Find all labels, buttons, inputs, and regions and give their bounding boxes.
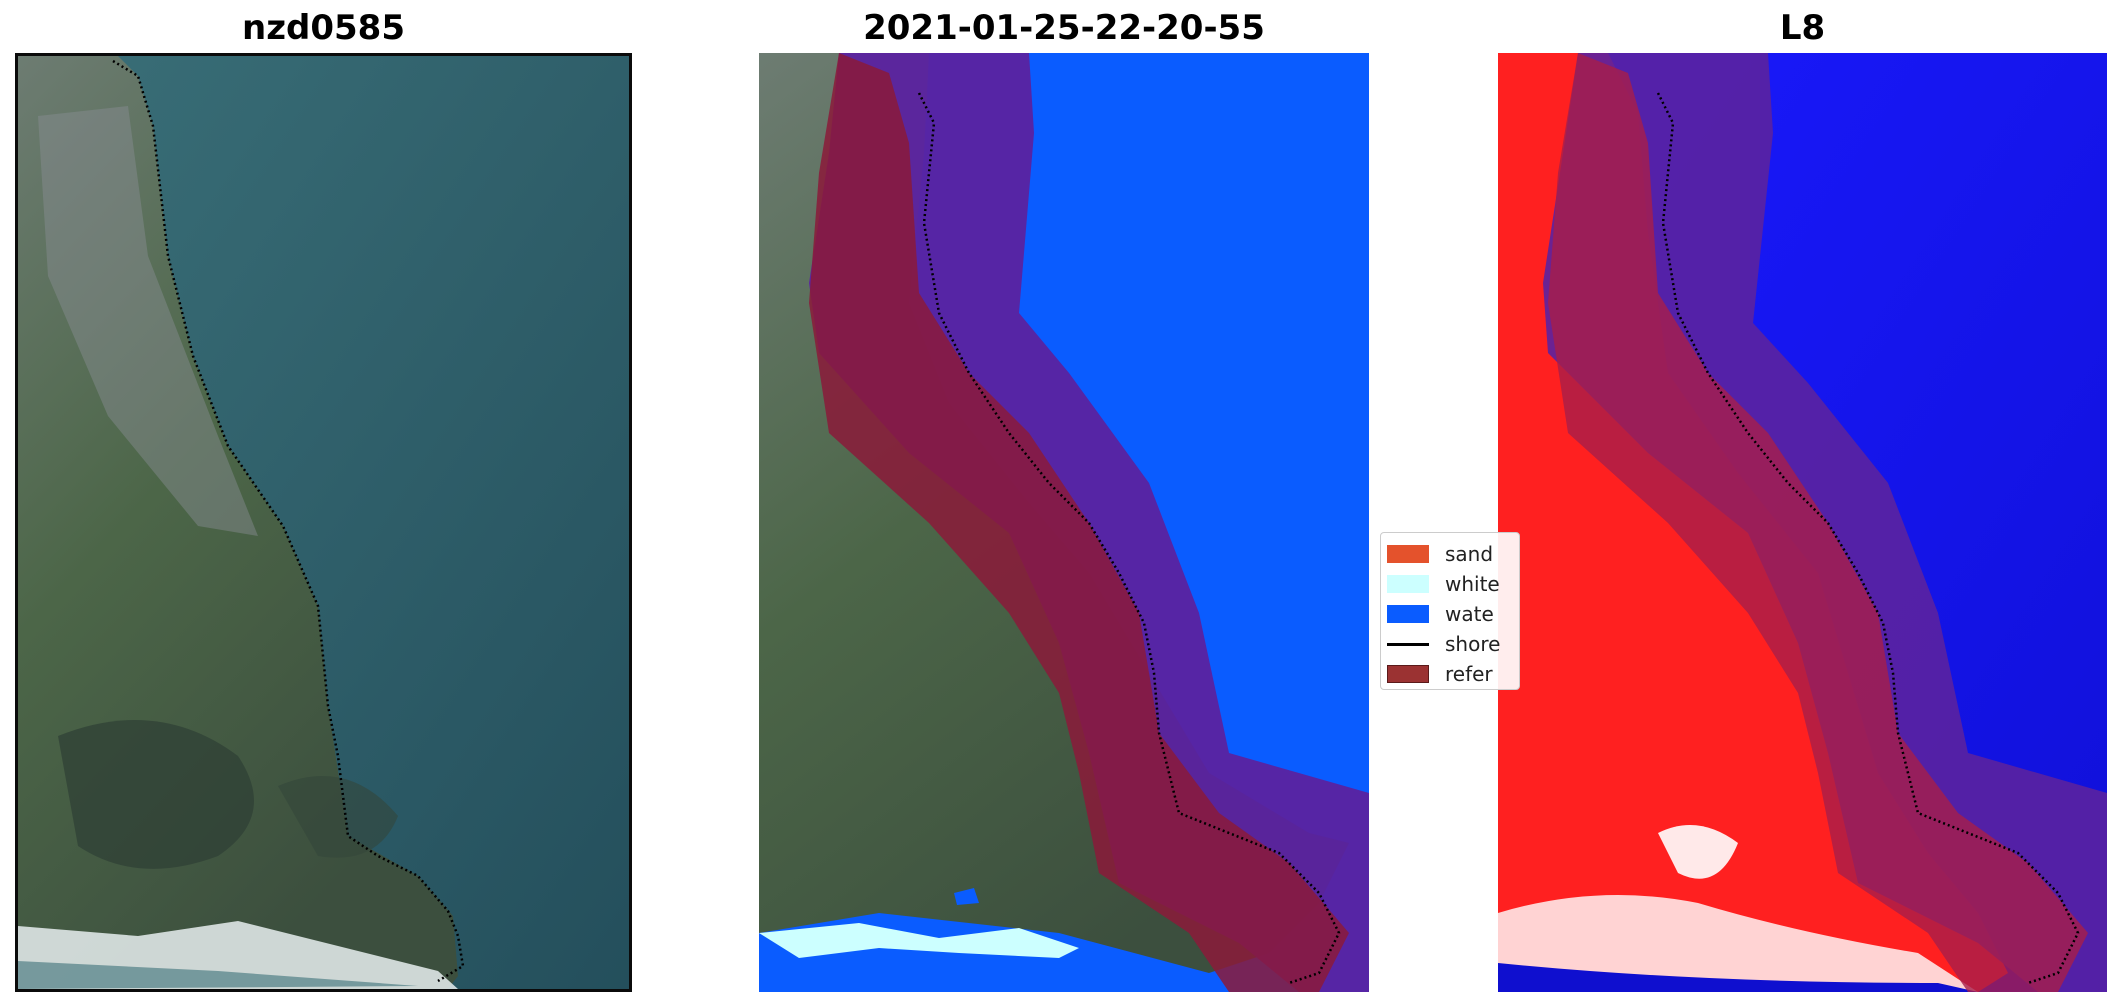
legend-label-whitewater: white: [1445, 572, 1500, 596]
shoreline-line-swatch: [1387, 642, 1429, 646]
sand-swatch: [1387, 545, 1429, 563]
water-swatch: [1387, 605, 1429, 623]
legend-label-sand: sand: [1445, 542, 1494, 566]
rgb-satellite-image: [15, 53, 632, 992]
legend-item-reference: refer: [1387, 659, 1519, 689]
legend-item-shoreline: shore: [1387, 629, 1519, 659]
panel-title-rgb: nzd0585: [242, 8, 405, 48]
legend-label-reference: refer: [1445, 662, 1493, 686]
legend-item-sand: sand: [1387, 539, 1519, 569]
classified-image: [759, 53, 1369, 992]
legend: sand white wate shore refer: [1380, 532, 1520, 690]
panel-title-classified: 2021-01-25-22-20-55: [863, 8, 1265, 48]
legend-label-water: wate: [1445, 602, 1494, 626]
panel-title-index: L8: [1779, 8, 1826, 48]
index-image: [1498, 53, 2107, 992]
legend-item-whitewater: white: [1387, 569, 1519, 599]
whitewater-swatch: [1387, 575, 1429, 593]
reference-swatch: [1387, 665, 1429, 683]
legend-item-water: wate: [1387, 599, 1519, 629]
legend-label-shoreline: shore: [1445, 632, 1501, 656]
